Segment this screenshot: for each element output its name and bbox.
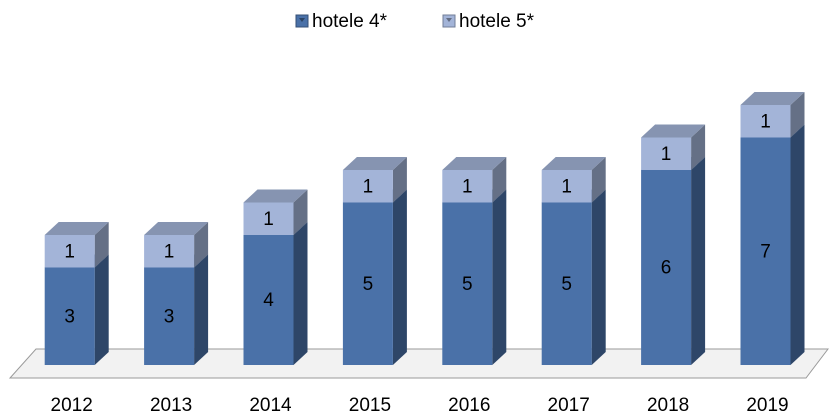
bar-top bbox=[442, 157, 507, 170]
data-label: 5 bbox=[561, 274, 572, 295]
bar-top bbox=[541, 157, 606, 170]
legend-swatch-mark bbox=[299, 18, 305, 22]
data-label: 1 bbox=[263, 209, 274, 230]
bar-side bbox=[691, 157, 706, 365]
bar-side bbox=[591, 189, 606, 365]
bar bbox=[144, 235, 195, 268]
bar-side bbox=[790, 92, 805, 138]
bar-side bbox=[392, 157, 407, 203]
bar bbox=[342, 170, 393, 203]
bar-top bbox=[342, 157, 407, 170]
bar bbox=[442, 202, 493, 365]
bar-top bbox=[641, 124, 706, 138]
bar-side bbox=[94, 254, 109, 365]
bar bbox=[740, 105, 791, 138]
bar-top bbox=[44, 222, 109, 235]
bar bbox=[243, 202, 294, 235]
bar bbox=[342, 202, 393, 365]
bar-side bbox=[492, 189, 507, 365]
bar-side bbox=[293, 222, 308, 365]
x-tick-label: 2012 bbox=[51, 395, 93, 416]
data-label: 5 bbox=[363, 274, 374, 295]
bar-side bbox=[194, 222, 209, 268]
bar-top bbox=[243, 189, 308, 203]
data-label: 6 bbox=[661, 258, 672, 279]
x-tick-label: 2013 bbox=[150, 395, 192, 416]
bar-side bbox=[194, 254, 209, 365]
bar-side bbox=[591, 157, 606, 203]
data-label: 1 bbox=[164, 241, 175, 262]
bar bbox=[541, 170, 592, 203]
x-tick-label: 2014 bbox=[249, 395, 292, 416]
bar bbox=[44, 267, 95, 365]
data-label: 1 bbox=[462, 176, 473, 197]
bar-top bbox=[144, 222, 209, 235]
bar-side bbox=[691, 124, 706, 170]
data-label: 5 bbox=[462, 274, 473, 295]
x-tick-label: 2019 bbox=[746, 395, 788, 416]
bar-side bbox=[293, 189, 308, 235]
data-label: 4 bbox=[263, 290, 274, 311]
bar bbox=[740, 137, 791, 365]
bar-top bbox=[740, 92, 805, 105]
data-label: 1 bbox=[561, 176, 572, 197]
x-tick-label: 2016 bbox=[448, 395, 490, 416]
x-tick-label: 2015 bbox=[349, 395, 391, 416]
data-label: 7 bbox=[760, 241, 771, 262]
data-label: 1 bbox=[363, 176, 374, 197]
legend-label: hotele 5* bbox=[459, 11, 535, 32]
x-tick-label: 2018 bbox=[647, 395, 689, 416]
bar bbox=[442, 170, 493, 203]
data-label: 3 bbox=[164, 306, 175, 327]
bar-side bbox=[492, 157, 507, 203]
x-tick-label: 2017 bbox=[548, 395, 590, 416]
bar bbox=[641, 170, 692, 365]
bar bbox=[541, 202, 592, 365]
data-label: 1 bbox=[661, 144, 672, 165]
bar bbox=[144, 267, 195, 365]
data-label: 3 bbox=[64, 306, 75, 327]
bar bbox=[44, 235, 95, 268]
bar-side bbox=[392, 189, 407, 365]
legend-label: hotele 4* bbox=[312, 11, 388, 32]
bar bbox=[243, 235, 294, 365]
bar-side bbox=[790, 124, 805, 365]
bar bbox=[641, 137, 692, 170]
data-label: 1 bbox=[64, 241, 75, 262]
floor bbox=[8, 348, 829, 379]
bar-side bbox=[94, 222, 109, 268]
legend-swatch-mark bbox=[446, 18, 452, 22]
data-label: 1 bbox=[760, 111, 771, 132]
